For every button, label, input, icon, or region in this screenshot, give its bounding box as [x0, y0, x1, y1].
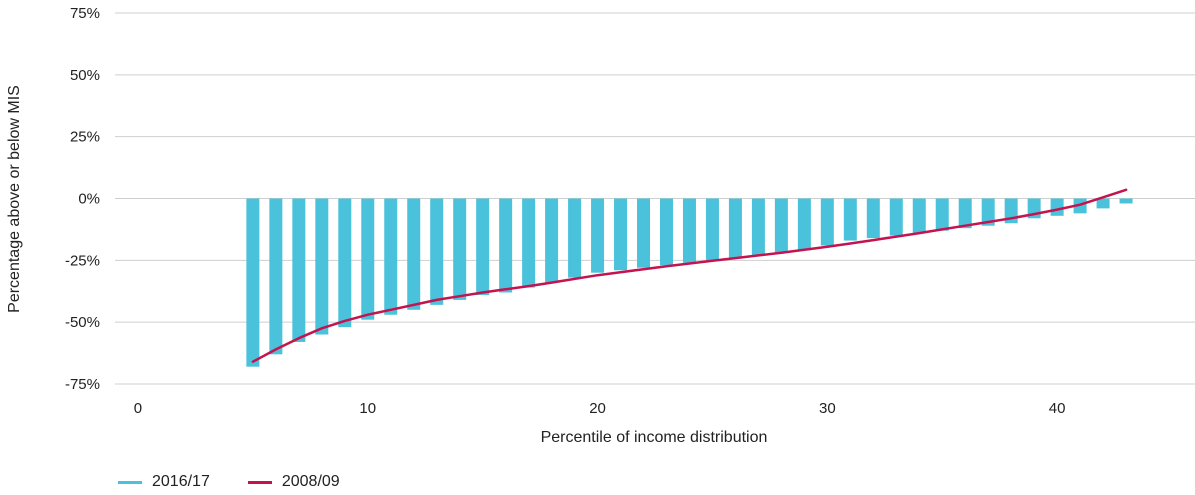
legend-label-2008-09: 2008/09 [281, 473, 340, 490]
line-series-2008-09 [251, 188, 1128, 363]
legend: 2016/17 2008/09 [118, 473, 340, 491]
bar [361, 198, 375, 320]
bar [315, 198, 329, 335]
x-axis-title: Percentile of income distribution [541, 429, 768, 446]
bar [292, 198, 306, 342]
legend-label-2016-17: 2016/17 [152, 473, 210, 490]
chart: Percentage above or below MIS Percentile… [6, 5, 1195, 446]
bar [843, 198, 857, 241]
bar [637, 198, 651, 268]
bar [269, 198, 283, 355]
x-tick-label: 0 [134, 400, 142, 417]
y-tick-label: 75% [70, 5, 100, 22]
x-tick-label: 20 [589, 400, 606, 417]
legend-swatch-2008-09 [247, 480, 272, 484]
bar [751, 198, 765, 256]
bar [384, 198, 398, 315]
y-tick-label: -75% [65, 376, 100, 393]
y-axis-title: Percentage above or below MIS [6, 85, 23, 313]
y-tick-label: -25% [65, 252, 100, 269]
bar [797, 198, 811, 251]
bar [958, 198, 972, 229]
bar [889, 198, 903, 236]
bar [430, 198, 444, 305]
bar [499, 198, 513, 293]
bar [522, 198, 536, 288]
y-tick-label: 25% [70, 129, 100, 146]
bar [866, 198, 880, 239]
bar [407, 198, 421, 310]
bar [935, 198, 949, 231]
x-tick-label: 10 [359, 400, 376, 417]
legend-swatch-2016-17 [118, 480, 142, 484]
bar [591, 198, 605, 273]
bar [774, 198, 788, 253]
bar [705, 198, 719, 261]
x-tick-label: 40 [1049, 400, 1066, 417]
bar [682, 198, 696, 263]
bar [568, 198, 582, 278]
bar [1050, 198, 1064, 216]
bar-series-2016-17 [246, 198, 1133, 367]
bar [1096, 198, 1110, 209]
series-line [251, 188, 1128, 363]
bar [545, 198, 559, 283]
bar [246, 198, 260, 367]
bar [659, 198, 673, 266]
bar [338, 198, 352, 328]
bar [912, 198, 926, 234]
x-tick-label: 30 [819, 400, 836, 417]
y-tick-labels: 75% 50% 25% 0% -25% -50% -75% [65, 5, 100, 393]
bar [453, 198, 467, 300]
bar [820, 198, 834, 246]
bar [614, 198, 628, 271]
y-tick-label: 0% [78, 191, 100, 208]
legend-item-2008-09: 2008/09 [247, 473, 340, 491]
y-tick-label: -50% [65, 314, 100, 331]
bar [1119, 198, 1133, 204]
y-tick-label: 50% [70, 67, 100, 84]
x-tick-labels: 0 10 20 30 40 [134, 400, 1066, 417]
legend-item-2016-17: 2016/17 [118, 473, 210, 491]
bar [728, 198, 742, 258]
bar [981, 198, 995, 226]
bar [476, 198, 490, 295]
